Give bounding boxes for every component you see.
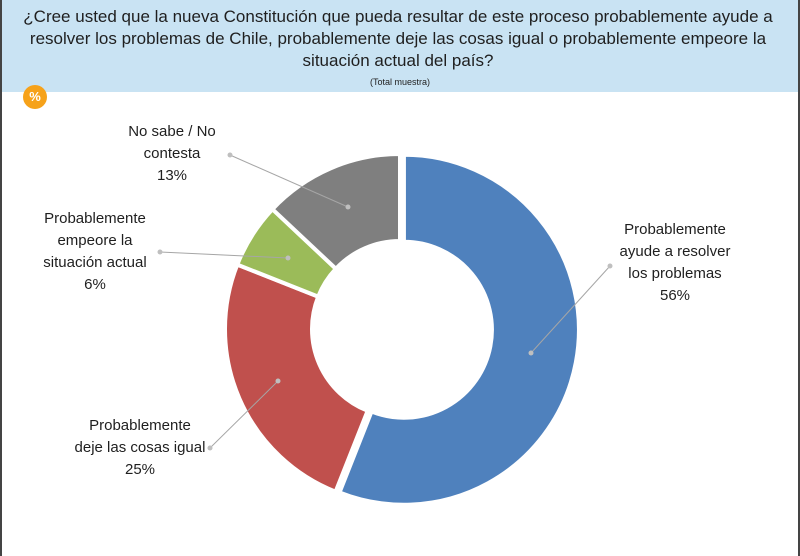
slice-label-line: Probablemente: [89, 417, 191, 434]
leader-dot: [207, 445, 213, 451]
leader-line: [209, 380, 279, 449]
slice-value-label: 6%: [84, 276, 106, 293]
slice-label-line: empeore la: [57, 232, 133, 249]
question-title-line: resolver los problemas de Chile, probabl…: [29, 29, 767, 48]
percent-badge-icon: %: [23, 85, 47, 109]
slice-value-label: 13%: [157, 167, 187, 184]
question-title: ¿Cree usted que la nueva Constitución qu…: [20, 6, 776, 72]
leader-line: [159, 251, 289, 259]
question-title-line: situación actual del país?: [302, 51, 494, 70]
sample-note: (Total muestra): [369, 77, 431, 87]
left-border: [0, 0, 2, 556]
slice-value-label: 25%: [125, 461, 155, 478]
slice-label-line: los problemas: [628, 265, 721, 282]
slice-label-line: situación actual: [43, 254, 146, 271]
leader-line: [530, 265, 611, 354]
slice-label-line: contesta: [144, 145, 201, 162]
leader-dot: [157, 249, 163, 255]
question-header: [2, 0, 798, 92]
leader-dot: [285, 255, 291, 261]
slice-label-line: deje las cosas igual: [75, 439, 206, 456]
slice-value-label: 56%: [660, 287, 690, 304]
slice-label: Probablemente ayude a resolver los problem…: [620, 221, 731, 304]
leader-dot: [607, 263, 613, 269]
slice-label-line: ayude a resolver: [620, 243, 731, 260]
leader-dot: [528, 350, 534, 356]
donut-slice: [336, 152, 581, 507]
slice-label: Probablemente empeore la situación actual 6…: [43, 210, 146, 293]
question-title-line: ¿Cree usted que la nueva Constitución qu…: [23, 7, 773, 26]
slice-label-line: Probablemente: [624, 221, 726, 238]
leader-dot: [227, 152, 233, 158]
right-border: [798, 0, 800, 556]
slice-label-line: No sabe / No: [128, 123, 216, 140]
donut-slice: [223, 261, 371, 495]
leader-line: [229, 154, 349, 208]
donut-slice: [269, 151, 402, 272]
slice-label: Probablemente deje las cosas igual 25%: [75, 417, 206, 478]
leader-dot: [275, 378, 281, 384]
slice-label-line: Probablemente: [44, 210, 146, 227]
leader-dot: [345, 204, 351, 210]
slice-label: No sabe / No contesta 13%: [128, 123, 216, 184]
